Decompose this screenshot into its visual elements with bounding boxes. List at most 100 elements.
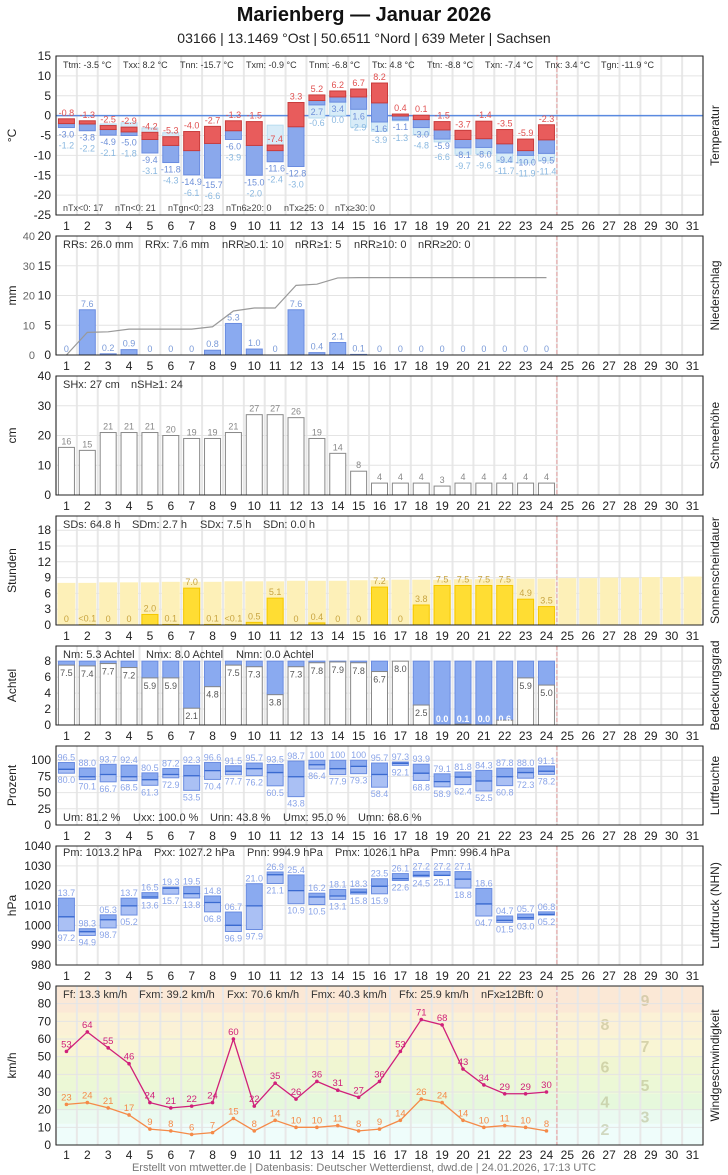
possible-sunshine-bar — [662, 577, 681, 625]
max-label: 93.9 — [412, 754, 430, 764]
snow-bar — [350, 470, 368, 496]
clear-sky-bar — [496, 660, 514, 721]
y-tick-label: 100 — [31, 753, 51, 767]
x-tick-label: 18 — [415, 219, 429, 233]
x-tick-label: 3 — [105, 219, 112, 233]
x-tick-label: 16 — [373, 359, 387, 373]
x-tick-label: 10 — [248, 969, 262, 983]
possible-sunshine-bar — [287, 580, 306, 625]
temp-upper-bar — [391, 113, 409, 117]
cloud-label: 7.2 — [123, 671, 136, 681]
tx-label: -4.2 — [142, 121, 158, 131]
x-tick-label: 26 — [582, 629, 596, 643]
tx-label: 6.2 — [332, 80, 345, 90]
tx-label: 3.3 — [290, 92, 303, 102]
precip-label: 0 — [377, 344, 382, 354]
min-label: 80.0 — [58, 775, 76, 785]
temp-lower-bar — [266, 150, 284, 163]
mean-wind-point — [252, 1129, 257, 1133]
gust-label: 27 — [353, 1085, 364, 1096]
y-axis-label: km/h — [5, 1052, 19, 1078]
lower-range-bar — [120, 905, 138, 916]
x-tick-label: 19 — [435, 969, 449, 983]
lower-range-bar — [350, 765, 368, 775]
stat-summary: Fxm: 39.2 km/h — [139, 989, 215, 1001]
temp-lower-bar — [329, 96, 347, 103]
x-tick-label: 21 — [477, 1148, 491, 1162]
x-tick-label: 24 — [540, 629, 554, 643]
sunshine-label: <0.1 — [78, 614, 96, 624]
x-tick-label: 6 — [167, 1148, 174, 1162]
sunshine-bar — [537, 606, 555, 626]
snow-label: 4 — [460, 472, 465, 482]
tx-label: 0.1 — [415, 104, 428, 114]
cloud-label: 5.0 — [540, 688, 553, 698]
clear-sky-bar — [537, 660, 555, 686]
mean-wind-point — [189, 1132, 194, 1137]
snow-bar — [433, 485, 451, 496]
x-tick-label: 14 — [331, 629, 345, 643]
gust-label: 34 — [479, 1073, 490, 1084]
x-tick-label: 11 — [269, 729, 282, 743]
x-tick-label: 28 — [623, 829, 637, 843]
stat-summary: Ttn: -8.8 °C — [427, 60, 474, 70]
snow-bar — [99, 432, 117, 496]
x-tick-label: 3 — [105, 829, 112, 843]
possible-sunshine-bar — [391, 579, 410, 625]
max-label: 27.1 — [454, 862, 472, 872]
precip-label: 0 — [523, 344, 528, 354]
x-tick-label: 31 — [686, 969, 700, 983]
gust-label: 46 — [124, 1052, 135, 1063]
stat-summary: Ttx: 4.8 °C — [372, 60, 415, 70]
y-tick-label: -5 — [40, 129, 51, 143]
x-tick-label: 6 — [167, 219, 174, 233]
mean-wind-label: 10 — [479, 1115, 490, 1126]
temp-upper-bar — [537, 124, 555, 141]
x-tick-label: 15 — [352, 729, 366, 743]
mean-wind-point — [148, 1127, 152, 1131]
x-tick-label: 21 — [477, 359, 491, 373]
x-tick-label: 15 — [352, 359, 366, 373]
gust-point — [482, 1083, 486, 1087]
precip-label: 5.3 — [227, 312, 240, 322]
cloud-label: 5.9 — [165, 681, 178, 691]
mean-wind-point — [273, 1118, 277, 1123]
stat-summary: Txx: 8.2 °C — [123, 60, 168, 70]
temp-upper-bar — [162, 136, 180, 146]
tn-label: -10.0 — [515, 157, 536, 167]
x-tick-label: 12 — [289, 499, 303, 513]
min-label: 01.5 — [496, 924, 514, 934]
y-tick-label: 1010 — [24, 899, 51, 913]
tgn-label: -6.6 — [434, 152, 450, 162]
cloud-label: 4.8 — [206, 690, 219, 700]
lower-range-bar — [183, 893, 201, 899]
min-label: 18.8 — [454, 890, 472, 900]
sunshine-bar — [141, 613, 159, 626]
gust-line — [65, 1018, 547, 1109]
mean-wind-point — [210, 1130, 215, 1135]
mean-wind-point — [127, 1113, 131, 1117]
x-tick-label: 18 — [415, 969, 429, 983]
stat-summary: RRs: 26.0 mm — [63, 239, 133, 251]
precip-bar — [120, 349, 138, 356]
snow-bar — [391, 482, 409, 496]
min-label: 76.2 — [246, 778, 264, 788]
precip-label: 0 — [502, 344, 507, 354]
gust-point — [210, 1100, 215, 1105]
cloud-label: 5.9 — [519, 681, 532, 691]
lower-range-bar — [308, 896, 326, 906]
x-tick-label: 9 — [230, 969, 237, 983]
tx-label: -1.5 — [247, 111, 263, 121]
y-axis-label: hPa — [5, 895, 19, 917]
x-tick-label: 9 — [230, 1148, 237, 1162]
y-tick-label: 0 — [44, 1138, 51, 1152]
x-tick-label: 11 — [269, 1148, 282, 1162]
x-tick-label: 9 — [230, 729, 237, 743]
x-tick-label: 13 — [310, 629, 324, 643]
x-tick-label: 24 — [540, 969, 554, 983]
upper-range-bar — [224, 765, 242, 772]
y-tick-label: 980 — [31, 958, 51, 972]
y-tick-label: 40 — [38, 369, 52, 383]
x-tick-label: 1 — [63, 829, 70, 843]
